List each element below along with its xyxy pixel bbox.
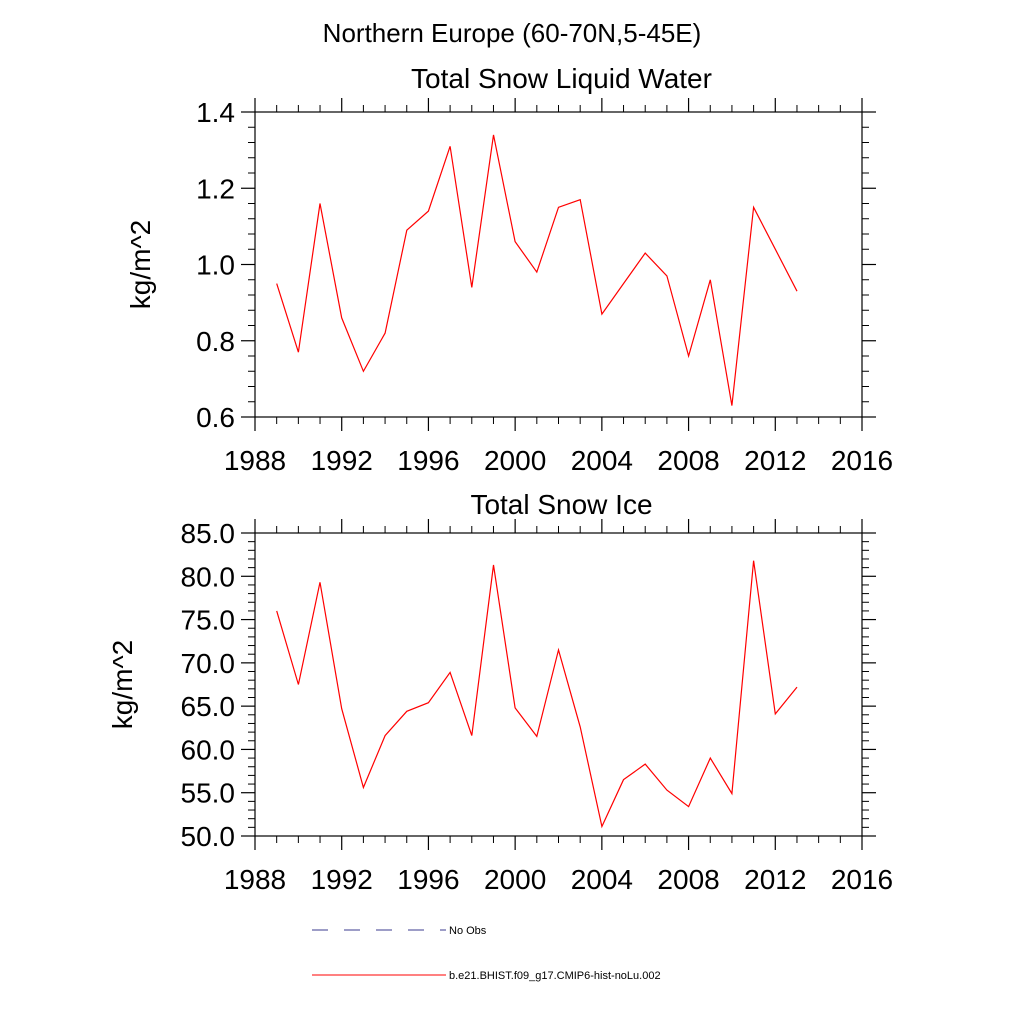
x-tick-label: 2008: [657, 864, 719, 895]
data-point: [297, 351, 299, 353]
series-line: [276, 560, 798, 829]
data-point: [666, 789, 668, 791]
y-tick-label: 85.0: [181, 518, 236, 549]
data-point: [341, 317, 343, 319]
figure-title: Northern Europe (60-70N,5-45E): [323, 18, 702, 48]
data-point: [449, 145, 451, 147]
x-tick-label: 1988: [224, 445, 286, 476]
data-point: [579, 726, 581, 728]
data-point: [557, 206, 559, 208]
chart-panel-1: Total Snow Liquid Water 1988 1992 1996 2000 2…: [125, 63, 893, 476]
data-point: [709, 757, 711, 759]
data-point: [514, 707, 516, 709]
data-point: [362, 370, 364, 372]
data-point: [774, 248, 776, 250]
data-point: [622, 282, 624, 284]
y-tick-label: 70.0: [181, 648, 236, 679]
legend-label: No Obs: [449, 925, 487, 937]
data-point: [601, 825, 603, 827]
y-tick-label: 75.0: [181, 605, 236, 636]
x-tick-label: 1996: [397, 445, 459, 476]
data-point: [471, 734, 473, 736]
data-point: [796, 290, 798, 292]
series-line: [276, 134, 798, 406]
data-point: [709, 279, 711, 281]
y-axis-label: kg/m^2: [125, 220, 156, 309]
x-tick-label: 2000: [484, 864, 546, 895]
x-tick-label: 2004: [571, 445, 633, 476]
data-point: [297, 683, 299, 685]
x-tick-label: 2000: [484, 445, 546, 476]
data-point: [319, 202, 321, 204]
y-tick-label: 1.4: [196, 97, 235, 128]
y-tick-label: 1.2: [196, 173, 235, 204]
data-point: [492, 134, 494, 136]
y-tick-label: 60.0: [181, 734, 236, 765]
x-tick-label: 2008: [657, 445, 719, 476]
x-tick-label: 1992: [311, 864, 373, 895]
data-point: [666, 275, 668, 277]
data-point: [536, 735, 538, 737]
data-point: [622, 779, 624, 781]
y-tick-label: 50.0: [181, 821, 236, 852]
y-tick-label: 1.0: [196, 250, 235, 281]
chart-panel-2: Total Snow Ice 1988 1992 1996 2000 2004 2008 20…: [107, 489, 893, 895]
data-point: [427, 701, 429, 703]
y-tick-label: 65.0: [181, 691, 236, 722]
data-point: [601, 313, 603, 315]
data-point: [514, 240, 516, 242]
x-tick-label: 1988: [224, 864, 286, 895]
data-point: [752, 560, 754, 562]
data-point: [449, 671, 451, 673]
y-tick-label: 0.6: [196, 402, 235, 433]
data-point: [319, 581, 321, 583]
data-point: [406, 229, 408, 231]
x-tick-label: 2016: [831, 445, 893, 476]
legend: No Obs b.e21.BHIST.f09_g17.CMIP6-hist-noL…: [312, 925, 661, 982]
x-tick-label: 2016: [831, 864, 893, 895]
x-tick-label: 2004: [571, 864, 633, 895]
y-axis-label: kg/m^2: [107, 640, 138, 729]
data-point: [644, 763, 646, 765]
data-point: [427, 210, 429, 212]
x-tick-label: 1996: [397, 864, 459, 895]
data-point: [384, 332, 386, 334]
data-point: [362, 786, 364, 788]
data-point: [492, 564, 494, 566]
data-point: [774, 713, 776, 715]
data-point: [731, 792, 733, 794]
data-point: [406, 710, 408, 712]
data-point: [384, 734, 386, 736]
data-point: [275, 610, 277, 612]
y-tick-label: 0.8: [196, 326, 235, 357]
data-point: [731, 404, 733, 406]
data-point: [644, 252, 646, 254]
x-tick-label: 2012: [744, 864, 806, 895]
data-point: [275, 282, 277, 284]
data-point: [796, 686, 798, 688]
legend-label: b.e21.BHIST.f09_g17.CMIP6-hist-noLu.002: [449, 970, 661, 982]
x-tick-label: 1992: [311, 445, 373, 476]
chart-title: Total Snow Ice: [470, 489, 652, 520]
chart-panels: Total Snow Liquid Water 1988 1992 1996 2000 2…: [107, 63, 893, 895]
data-point: [341, 708, 343, 710]
data-point: [557, 649, 559, 651]
data-point: [471, 286, 473, 288]
data-point: [536, 271, 538, 273]
y-tick-label: 80.0: [181, 561, 236, 592]
y-tick-label: 55.0: [181, 778, 236, 809]
data-point: [579, 198, 581, 200]
chart-title: Total Snow Liquid Water: [411, 63, 712, 94]
plot-frame: [254, 111, 863, 418]
data-point: [687, 355, 689, 357]
data-point: [752, 206, 754, 208]
x-tick-label: 2012: [744, 445, 806, 476]
data-point: [687, 805, 689, 807]
